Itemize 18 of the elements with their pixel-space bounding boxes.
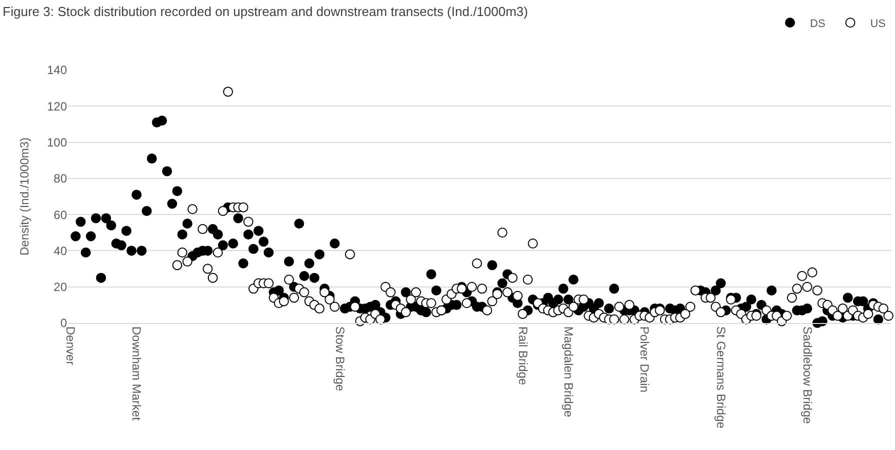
x-tick-label: Rail Bridge: [516, 326, 530, 386]
y-tick-label: 120: [46, 99, 68, 114]
x-tick-label: Stow Bridge: [332, 326, 347, 392]
legend-label: US: [870, 18, 886, 30]
y-tick-label: 40: [54, 244, 68, 258]
y-tick-label: 100: [46, 135, 68, 150]
y-tick-label: 20: [54, 280, 68, 294]
y-tick-label: 140: [46, 63, 68, 78]
x-tick-label: Magdalen Bridge: [562, 326, 576, 418]
x-tick-label: Saddlebow Bridge: [800, 326, 814, 424]
chart-title: Figure 3: Stock distribution recorded on upstream and downstream transects (Ind./1000m3): [2, 4, 528, 19]
y-axis-title: Density (Ind./1000m3): [17, 137, 32, 256]
y-tick-label: 80: [54, 172, 68, 186]
y-tick-label: 60: [54, 208, 68, 222]
legend-label: DS: [810, 18, 826, 30]
x-tick-label: Downham Market: [130, 326, 144, 422]
x-tick-label: St Germans Bridge: [714, 326, 728, 429]
x-tick-label: Polver Drain: [638, 326, 652, 392]
